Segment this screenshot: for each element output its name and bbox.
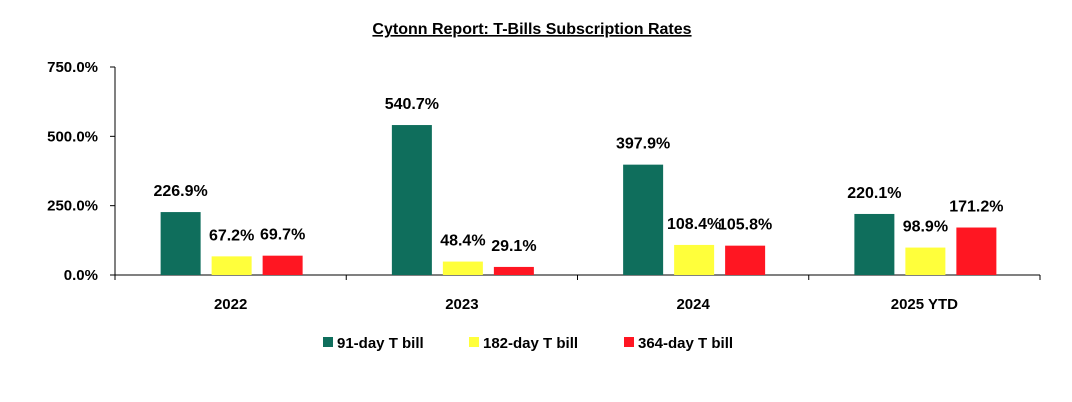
data-label: 397.9% — [616, 136, 670, 153]
data-label: 220.1% — [847, 185, 901, 202]
bar-91-day-t-bill — [391, 125, 432, 275]
bar-91-day-t-bill — [623, 164, 664, 275]
legend-label: 91-day T bill — [337, 335, 424, 352]
y-tick-label: 250.0% — [47, 198, 98, 215]
y-tick-label: 0.0% — [64, 267, 98, 284]
legend-swatch — [323, 337, 333, 347]
bar-364-day-t-bill — [493, 266, 534, 275]
bar-182-day-t-bill — [211, 256, 252, 275]
x-tick-label: 2023 — [445, 296, 478, 313]
bar-364-day-t-bill — [262, 255, 303, 275]
x-tick-label: 2024 — [676, 296, 710, 313]
bar-layer — [160, 125, 997, 275]
bar-182-day-t-bill — [674, 244, 715, 275]
bar-91-day-t-bill — [160, 212, 201, 275]
legend: 91-day T bill 182-day T bill 364-day T bil… — [323, 335, 733, 352]
data-label: 540.7% — [385, 96, 439, 113]
y-tick-label: 750.0% — [47, 59, 98, 76]
data-label: 171.2% — [949, 199, 1003, 216]
data-label: 108.4% — [667, 216, 721, 233]
data-label-layer: 226.9% 67.2% 69.7% 540.7% 48.4% 29.1% 397.9% 10… — [153, 96, 1003, 255]
bar-364-day-t-bill — [956, 227, 997, 275]
y-tick-label: 500.0% — [47, 128, 98, 145]
bar-91-day-t-bill — [854, 213, 895, 275]
data-label: 105.8% — [718, 217, 772, 234]
data-label: 226.9% — [153, 183, 207, 200]
data-label: 69.7% — [260, 227, 305, 244]
chart-title: Cytonn Report: T-Bills Subscription Rate… — [372, 21, 691, 38]
data-label: 48.4% — [440, 233, 485, 250]
data-label: 29.1% — [491, 238, 536, 255]
legend-swatch — [624, 337, 634, 347]
legend-swatch — [469, 337, 479, 347]
bar-364-day-t-bill — [725, 245, 766, 275]
legend-label: 182-day T bill — [483, 335, 578, 352]
x-tick-label: 2025 YTD — [891, 296, 958, 313]
legend-label: 364-day T bill — [638, 335, 733, 352]
x-tick-label: 2022 — [214, 296, 247, 313]
data-label: 98.9% — [903, 219, 948, 236]
bar-182-day-t-bill — [442, 261, 483, 275]
bar-182-day-t-bill — [905, 247, 946, 275]
data-label: 67.2% — [209, 227, 254, 244]
